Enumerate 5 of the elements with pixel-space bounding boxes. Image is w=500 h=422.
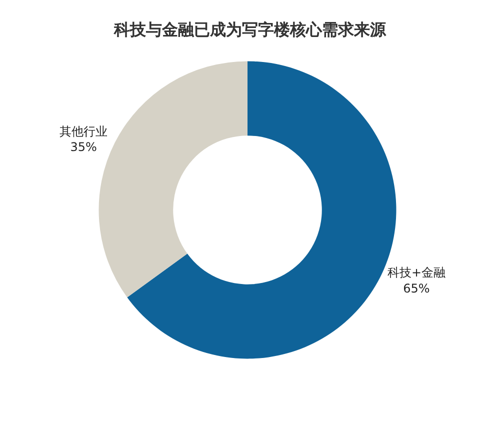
data-label: 35% [70,140,97,154]
data-label: 65% [403,281,430,296]
chart-title: 科技与金融已成为写字楼核心需求来源 [113,20,387,40]
slice-label: 科技+金融 [387,266,446,280]
slice-label: 其他行业 [60,124,108,139]
